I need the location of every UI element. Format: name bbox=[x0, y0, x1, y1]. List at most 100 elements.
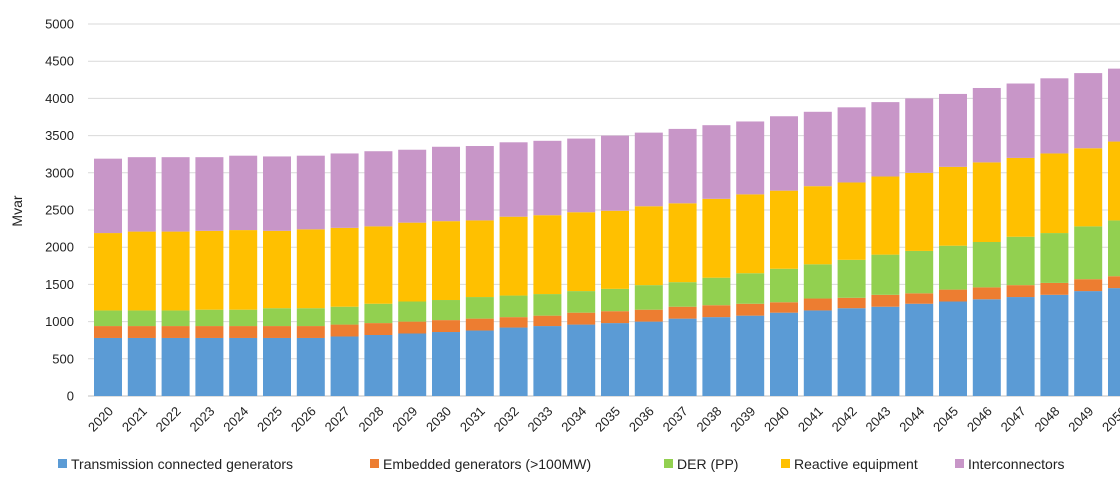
bar-segment bbox=[195, 157, 224, 231]
bar-segment bbox=[972, 299, 1001, 396]
bar-segment bbox=[195, 309, 224, 327]
bar-segment bbox=[905, 250, 934, 294]
bar-segment bbox=[127, 337, 156, 396]
bar-segment bbox=[499, 327, 528, 396]
bar-segment bbox=[702, 317, 731, 396]
bar-segment bbox=[601, 210, 629, 289]
x-tick-label: 2034 bbox=[558, 404, 589, 435]
x-tick-label: 2048 bbox=[1031, 404, 1062, 435]
bar-segment bbox=[736, 194, 765, 274]
bar-segment bbox=[1006, 83, 1035, 158]
bar-segment bbox=[905, 172, 934, 251]
bars bbox=[94, 68, 1120, 396]
x-tick-label: 2040 bbox=[761, 404, 792, 435]
bar-segment bbox=[770, 312, 798, 396]
bar-segment bbox=[1006, 236, 1035, 286]
x-tick-label: 2020 bbox=[85, 404, 116, 435]
x-tick-label: 2029 bbox=[389, 404, 420, 435]
bar-segment bbox=[634, 285, 663, 310]
bar-segment bbox=[1040, 153, 1069, 234]
bar-segment bbox=[465, 318, 494, 331]
bar-segment bbox=[432, 146, 460, 222]
bar-segment bbox=[127, 157, 156, 232]
bar-segment bbox=[263, 230, 291, 309]
bar-segment bbox=[634, 321, 663, 396]
bar-segment bbox=[871, 254, 900, 295]
bar-segment bbox=[871, 176, 900, 255]
bar-segment bbox=[702, 277, 731, 306]
bar-segment bbox=[263, 337, 291, 396]
bar-segment bbox=[398, 333, 427, 396]
bar-segment bbox=[330, 336, 359, 396]
bar-segment bbox=[837, 308, 866, 396]
bar-segment bbox=[499, 142, 528, 217]
bar-segment bbox=[533, 326, 562, 396]
bar-segment bbox=[499, 295, 528, 318]
bar-segment bbox=[837, 107, 866, 183]
bar-segment bbox=[567, 291, 596, 313]
bar-segment bbox=[601, 288, 629, 312]
bar-segment bbox=[1074, 279, 1103, 292]
y-axis: 0 500 1000 1500 2000 2500 3000 3500 4000 4500 5000 bbox=[45, 17, 74, 404]
x-tick-label: 2047 bbox=[998, 404, 1029, 435]
bar-segment bbox=[330, 306, 359, 325]
bar-segment bbox=[803, 264, 832, 299]
bar-segment bbox=[837, 259, 866, 298]
y-tick-label: 4500 bbox=[45, 54, 74, 69]
bar-segment bbox=[364, 323, 393, 335]
x-tick-label: 2035 bbox=[592, 404, 623, 435]
bar-segment bbox=[330, 227, 359, 307]
bar-segment bbox=[567, 312, 596, 325]
bar-segment bbox=[702, 305, 731, 318]
legend-label: Interconnectors bbox=[968, 456, 1065, 472]
legend-swatch bbox=[58, 459, 67, 468]
x-tick-label: 2021 bbox=[119, 404, 150, 435]
bar-segment bbox=[972, 162, 1001, 242]
bar-segment bbox=[533, 315, 562, 327]
bar-segment bbox=[1108, 276, 1120, 289]
legend-label: Transmission connected generators bbox=[71, 456, 293, 472]
bar-segment bbox=[161, 310, 190, 327]
bar-segment bbox=[668, 306, 697, 319]
y-axis-title: Mvar bbox=[9, 195, 25, 226]
bar-segment bbox=[736, 315, 765, 396]
y-tick-label: 2500 bbox=[45, 203, 74, 218]
bar-segment bbox=[972, 287, 1001, 300]
bar-segment bbox=[229, 155, 258, 231]
bar-segment bbox=[871, 102, 900, 177]
bar-segment bbox=[161, 231, 190, 311]
bar-segment bbox=[601, 323, 629, 396]
bar-segment bbox=[939, 93, 967, 167]
bar-segment bbox=[465, 297, 494, 319]
bar-segment bbox=[1040, 294, 1069, 396]
x-tick-label: 2039 bbox=[727, 404, 758, 435]
y-tick-label: 0 bbox=[67, 389, 74, 404]
y-tick-label: 5000 bbox=[45, 17, 74, 32]
bar-segment bbox=[668, 282, 697, 307]
x-tick-label: 2022 bbox=[153, 404, 184, 435]
legend-label: DER (PP) bbox=[677, 456, 738, 472]
bar-segment bbox=[1040, 233, 1069, 283]
x-tick-label: 2032 bbox=[491, 404, 522, 435]
bar-segment bbox=[263, 156, 291, 231]
y-tick-label: 1000 bbox=[45, 314, 74, 329]
bar-segment bbox=[1006, 157, 1035, 237]
bar-segment bbox=[803, 186, 832, 265]
bar-segment bbox=[1040, 78, 1069, 154]
bar-segment bbox=[837, 297, 866, 309]
bar-segment bbox=[736, 273, 765, 304]
bar-segment bbox=[905, 293, 934, 304]
bar-segment bbox=[1108, 288, 1120, 396]
x-tick-label: 2046 bbox=[964, 404, 995, 435]
bar-segment bbox=[533, 215, 562, 295]
x-tick-label: 2031 bbox=[457, 404, 488, 435]
bar-segment bbox=[263, 308, 291, 327]
bar-segment bbox=[432, 332, 460, 396]
bar-segment bbox=[905, 303, 934, 396]
bar-segment bbox=[296, 308, 325, 327]
bar-segment bbox=[803, 298, 832, 311]
bar-segment bbox=[567, 138, 596, 213]
x-tick-label: 2028 bbox=[355, 404, 386, 435]
bar-segment bbox=[634, 206, 663, 286]
